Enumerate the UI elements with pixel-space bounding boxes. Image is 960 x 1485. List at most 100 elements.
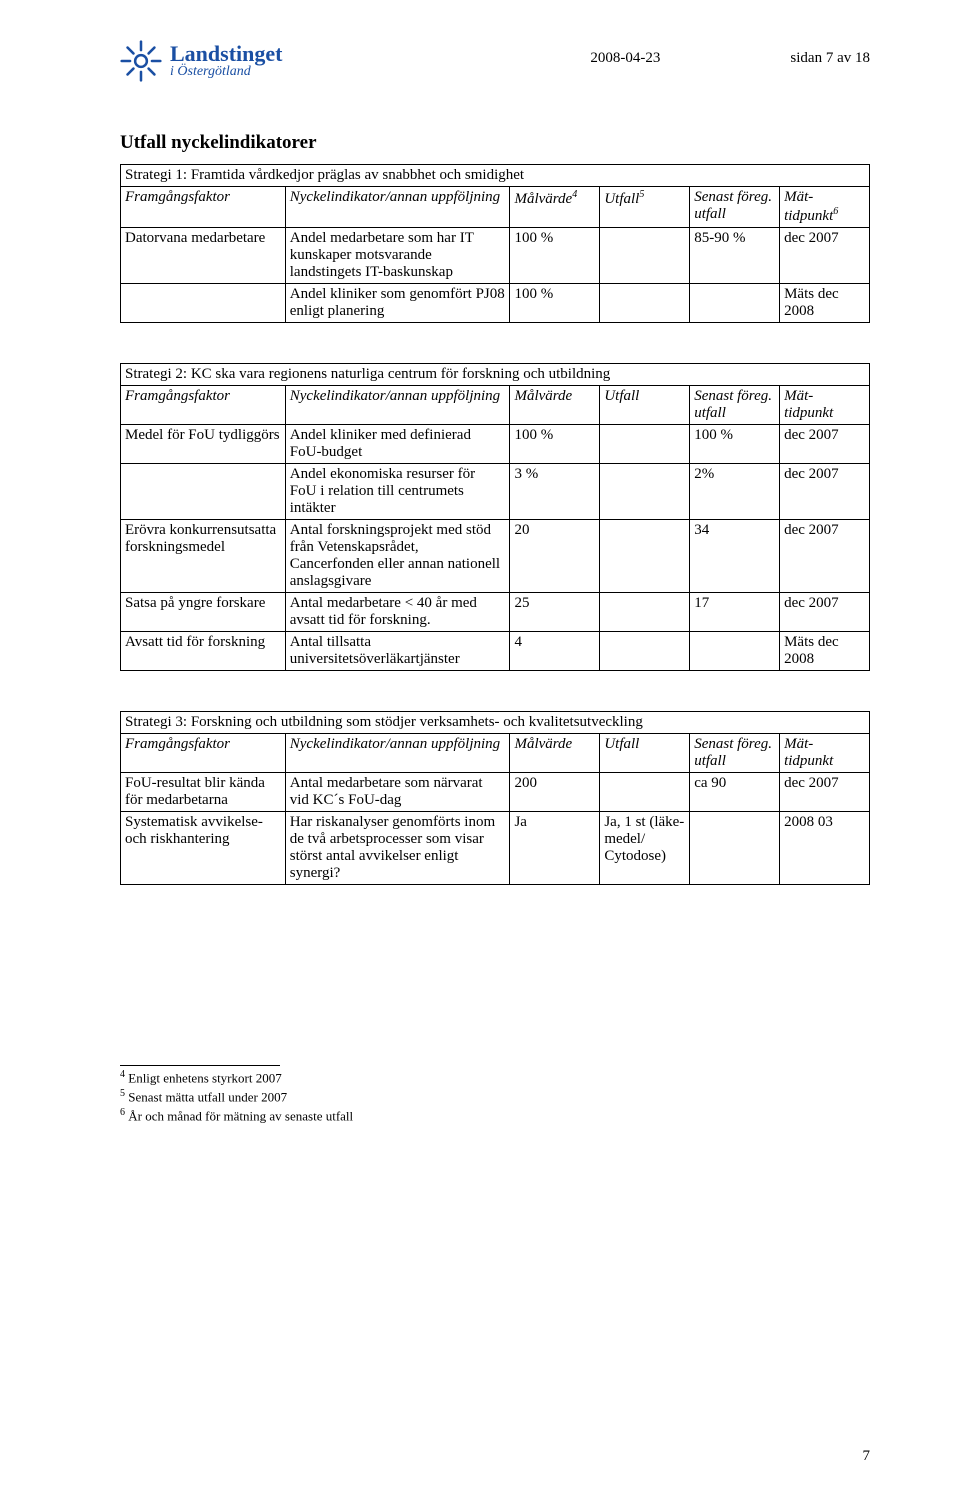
th-indicator: Nyckelindikator/annan uppföljning xyxy=(285,386,510,425)
table-row: FoU-resultat blir kända för medarbetarna… xyxy=(121,773,870,812)
cell-outcome xyxy=(600,593,690,632)
table-row: Erövra konkurrensutsatta forskningsmedel… xyxy=(121,520,870,593)
footnote-6: 6 År och månad för mätning av senaste ut… xyxy=(120,1106,870,1125)
cell-outcome: Ja, 1 st (läke-medel/ Cytodose) xyxy=(600,812,690,885)
table-caption: Strategi 3: Forskning och utbildning som… xyxy=(121,712,870,734)
th-time: Mät- tidpunkt xyxy=(780,734,870,773)
cell-time: dec 2007 xyxy=(780,464,870,520)
table-row: Avsatt tid för forskning Antal tillsatta… xyxy=(121,632,870,671)
table-header-row: Framgångsfaktor Nyckelindikator/annan up… xyxy=(121,734,870,773)
header-page-label: sidan 7 av 18 xyxy=(790,50,870,67)
cell-target: 20 xyxy=(510,520,600,593)
cell-prev xyxy=(690,812,780,885)
th-outcome: Utfall xyxy=(600,386,690,425)
cell-indicator: Andel kliniker som genomfört PJ08 enligt… xyxy=(285,284,510,323)
cell-time: 2008 03 xyxy=(780,812,870,885)
sun-icon xyxy=(120,40,162,82)
t3-caption: Strategi 3: Forskning och utbildning som… xyxy=(121,712,870,734)
table-strategi-1: Strategi 1: Framtida vårdkedjor präglas … xyxy=(120,164,870,323)
th-target: Målvärde xyxy=(510,734,600,773)
table-row: Systematisk avvikelse- och riskhantering… xyxy=(121,812,870,885)
cell-prev: ca 90 xyxy=(690,773,780,812)
cell-indicator: Andel medarbetare som har IT kunskaper m… xyxy=(285,228,510,284)
header-date: 2008-04-23 xyxy=(590,50,660,67)
cell-indicator: Andel kliniker med definierad FoU-budget xyxy=(285,425,510,464)
table-header-row: Framgångsfaktor Nyckelindikator/annan up… xyxy=(121,187,870,228)
th-factor: Framgångsfaktor xyxy=(121,386,286,425)
th-outcome: Utfall5 xyxy=(600,187,690,228)
cell-outcome xyxy=(600,464,690,520)
cell-prev: 100 % xyxy=(690,425,780,464)
footnote-rule xyxy=(120,1065,280,1066)
cell-prev: 34 xyxy=(690,520,780,593)
cell-outcome xyxy=(600,425,690,464)
cell-time: dec 2007 xyxy=(780,425,870,464)
cell-time: dec 2007 xyxy=(780,773,870,812)
table-row: Datorvana medarbetare Andel medarbetare … xyxy=(121,228,870,284)
th-prev: Senast föreg. utfall xyxy=(690,386,780,425)
cell-indicator: Antal medarbetare som närvarat vid KC´s … xyxy=(285,773,510,812)
cell-factor: Datorvana medarbetare xyxy=(121,228,286,284)
th-indicator: Nyckelindikator/annan uppföljning xyxy=(285,187,510,228)
cell-indicator: Har riskanalyser genomförts inom de två … xyxy=(285,812,510,885)
cell-indicator: Antal forskningsprojekt med stöd från Ve… xyxy=(285,520,510,593)
logo-text: Landstinget i Östergötland xyxy=(170,43,282,79)
header-meta: 2008-04-23 sidan 7 av 18 xyxy=(590,40,870,67)
th-time: Mät- tidpunkt xyxy=(780,386,870,425)
cell-target: 25 xyxy=(510,593,600,632)
cell-indicator: Antal medarbetare < 40 år med avsatt tid… xyxy=(285,593,510,632)
cell-factor xyxy=(121,464,286,520)
page-number: 7 xyxy=(863,1448,871,1465)
footnote-4: 4 Enligt enhetens styrkort 2007 xyxy=(120,1068,870,1087)
section-title: Utfall nyckelindikatorer xyxy=(120,132,870,154)
table-strategi-2: Strategi 2: KC ska vara regionens naturl… xyxy=(120,363,870,671)
cell-target: 3 % xyxy=(510,464,600,520)
footnotes: 4 Enligt enhetens styrkort 2007 5 Senast… xyxy=(120,1065,870,1126)
cell-outcome xyxy=(600,632,690,671)
table-strategi-3: Strategi 3: Forskning och utbildning som… xyxy=(120,711,870,885)
table-row: Medel för FoU tydliggörs Andel kliniker … xyxy=(121,425,870,464)
th-target: Målvärde4 xyxy=(510,187,600,228)
t2-caption: Strategi 2: KC ska vara regionens naturl… xyxy=(121,364,870,386)
th-factor: Framgångsfaktor xyxy=(121,187,286,228)
page: Landstinget i Östergötland 2008-04-23 si… xyxy=(0,0,960,1485)
cell-target: 200 xyxy=(510,773,600,812)
cell-indicator: Antal tillsatta universitetsöverläkartjä… xyxy=(285,632,510,671)
cell-factor: Medel för FoU tydliggörs xyxy=(121,425,286,464)
cell-prev xyxy=(690,284,780,323)
cell-factor: FoU-resultat blir kända för medarbetarna xyxy=(121,773,286,812)
th-indicator: Nyckelindikator/annan uppföljning xyxy=(285,734,510,773)
cell-indicator: Andel ekonomiska resurser för FoU i rela… xyxy=(285,464,510,520)
cell-time: dec 2007 xyxy=(780,520,870,593)
th-prev: Senast föreg. utfall xyxy=(690,187,780,228)
cell-target: 100 % xyxy=(510,425,600,464)
cell-outcome xyxy=(600,773,690,812)
cell-time: dec 2007 xyxy=(780,228,870,284)
cell-prev: 85-90 % xyxy=(690,228,780,284)
logo-subtitle: i Östergötland xyxy=(170,65,282,79)
table-caption: Strategi 1: Framtida vårdkedjor präglas … xyxy=(121,165,870,187)
cell-factor: Erövra konkurrensutsatta forskningsmedel xyxy=(121,520,286,593)
page-header: Landstinget i Östergötland 2008-04-23 si… xyxy=(120,40,870,82)
cell-target: 100 % xyxy=(510,228,600,284)
t1-caption: Strategi 1: Framtida vårdkedjor präglas … xyxy=(121,165,870,187)
cell-outcome xyxy=(600,520,690,593)
table-row: Satsa på yngre forskare Antal medarbetar… xyxy=(121,593,870,632)
table-header-row: Framgångsfaktor Nyckelindikator/annan up… xyxy=(121,386,870,425)
table-caption: Strategi 2: KC ska vara regionens naturl… xyxy=(121,364,870,386)
table-row: Andel ekonomiska resurser för FoU i rela… xyxy=(121,464,870,520)
th-factor: Framgångsfaktor xyxy=(121,734,286,773)
table-row: Andel kliniker som genomfört PJ08 enligt… xyxy=(121,284,870,323)
cell-prev: 17 xyxy=(690,593,780,632)
cell-factor: Systematisk avvikelse- och riskhantering xyxy=(121,812,286,885)
th-time: Mät- tidpunkt6 xyxy=(780,187,870,228)
logo: Landstinget i Östergötland xyxy=(120,40,282,82)
cell-prev xyxy=(690,632,780,671)
logo-title: Landstinget xyxy=(170,43,282,65)
cell-prev: 2% xyxy=(690,464,780,520)
cell-factor xyxy=(121,284,286,323)
cell-target: Ja xyxy=(510,812,600,885)
cell-outcome xyxy=(600,228,690,284)
cell-factor: Avsatt tid för forskning xyxy=(121,632,286,671)
th-outcome: Utfall xyxy=(600,734,690,773)
